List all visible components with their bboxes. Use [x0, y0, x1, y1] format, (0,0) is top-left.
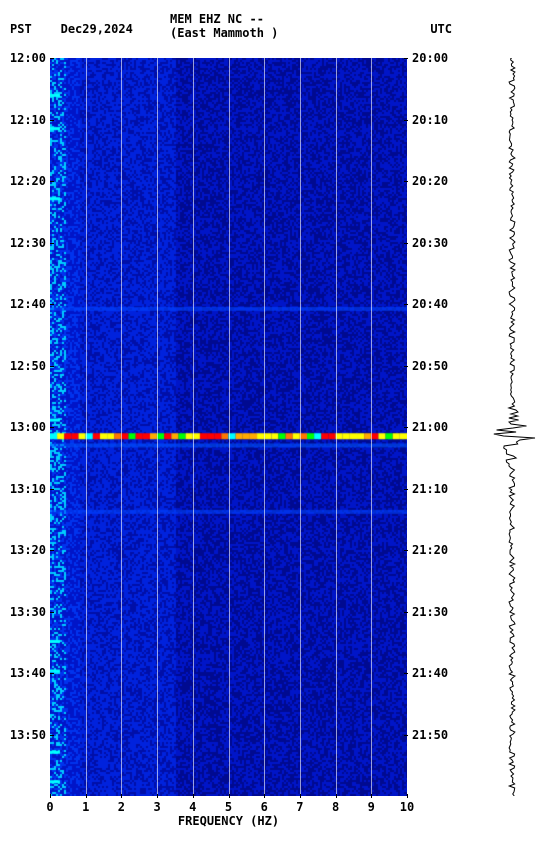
gridline-v	[371, 58, 372, 796]
gridline-v	[193, 58, 194, 796]
ytick-right: 21:20	[412, 543, 452, 557]
header-left: PST Dec29,2024	[10, 22, 133, 36]
ytick-left: 12:00	[6, 51, 46, 65]
ytick-right: 20:20	[412, 174, 452, 188]
ytick-right: 20:50	[412, 359, 452, 373]
date: Dec29,2024	[61, 22, 133, 36]
ytick-right: 21:00	[412, 420, 452, 434]
station-line2: (East Mammoth )	[170, 26, 278, 40]
ytick-left: 13:20	[6, 543, 46, 557]
ytick-left: 12:40	[6, 297, 46, 311]
gridline-v	[86, 58, 87, 796]
xtick: 7	[290, 800, 310, 814]
ytick-left: 12:20	[6, 174, 46, 188]
gridline-v	[229, 58, 230, 796]
xtick: 5	[219, 800, 239, 814]
gridline-v	[121, 58, 122, 796]
ytick-left: 13:10	[6, 482, 46, 496]
ytick-left: 12:10	[6, 113, 46, 127]
ytick-left: 12:50	[6, 359, 46, 373]
tz-left: PST	[10, 22, 32, 36]
gridline-v	[157, 58, 158, 796]
ytick-right: 20:40	[412, 297, 452, 311]
ytick-left: 13:00	[6, 420, 46, 434]
xtick: 2	[111, 800, 131, 814]
xtick: 3	[147, 800, 167, 814]
spectrogram-plot	[50, 58, 407, 796]
seismo-path	[494, 58, 535, 796]
xtick: 1	[76, 800, 96, 814]
xtick: 4	[183, 800, 203, 814]
xtick: 6	[254, 800, 274, 814]
xtick: 9	[361, 800, 381, 814]
ytick-right: 20:00	[412, 51, 452, 65]
ytick-left: 13:40	[6, 666, 46, 680]
header: PST Dec29,2024 MEM EHZ NC -- (East Mammo…	[0, 8, 552, 48]
tz-right: UTC	[430, 22, 452, 36]
ytick-right: 20:10	[412, 113, 452, 127]
x-axis-label: FREQUENCY (HZ)	[50, 814, 407, 828]
ytick-left: 13:50	[6, 728, 46, 742]
seismogram-trace	[477, 58, 547, 796]
ytick-right: 21:30	[412, 605, 452, 619]
ytick-right: 20:30	[412, 236, 452, 250]
xtick: 10	[397, 800, 417, 814]
ytick-left: 13:30	[6, 605, 46, 619]
xtick: 0	[40, 800, 60, 814]
gridline-v	[264, 58, 265, 796]
gridline-v	[300, 58, 301, 796]
ytick-right: 21:10	[412, 482, 452, 496]
ytick-left: 12:30	[6, 236, 46, 250]
xtick: 8	[326, 800, 346, 814]
station-line1: MEM EHZ NC --	[170, 12, 264, 26]
ytick-right: 21:50	[412, 728, 452, 742]
ytick-right: 21:40	[412, 666, 452, 680]
gridline-v	[336, 58, 337, 796]
